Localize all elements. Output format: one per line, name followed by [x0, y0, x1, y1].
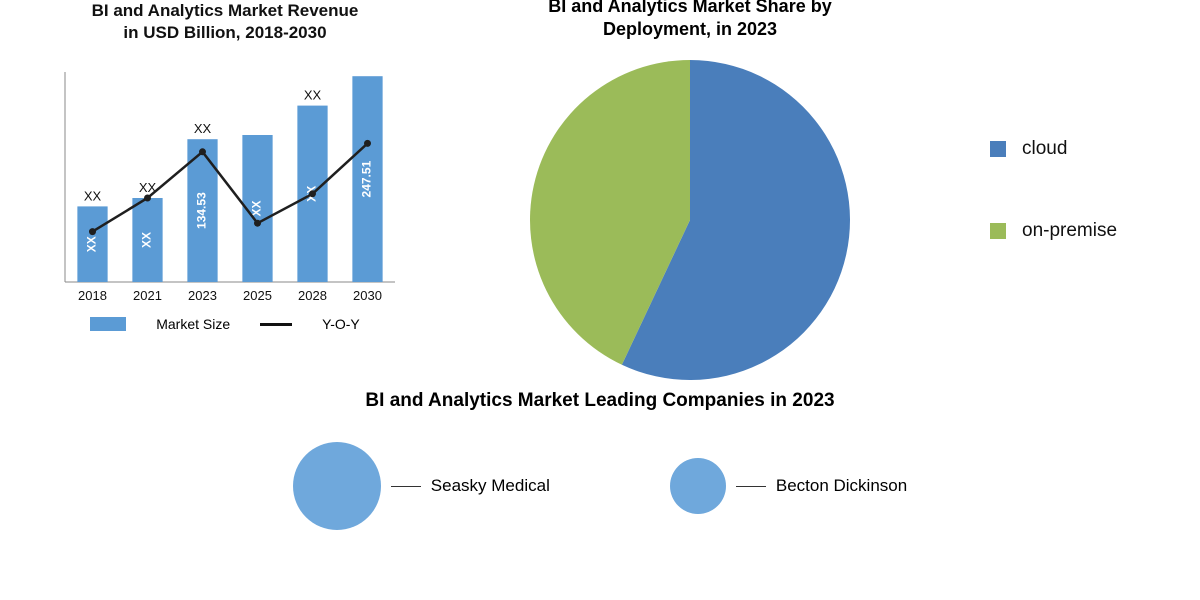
pie-chart-title: BI and Analytics Market Share by Deploym… [430, 0, 950, 41]
bubble-label: Becton Dickinson [776, 476, 907, 496]
pie-legend-label: on-premise [1022, 220, 1117, 242]
pie-legend-item: cloud [990, 138, 1117, 160]
bubble-row: Seasky Medical Becton Dickinson [0, 442, 1200, 530]
line-legend-label: Y-O-Y [322, 316, 360, 332]
svg-text:134.53: 134.53 [195, 192, 209, 229]
bubble-leader-line [391, 486, 421, 487]
bar-chart-title: BI and Analytics Market Revenue in USD B… [92, 0, 359, 44]
bar-chart-legend: Market Size Y-O-Y [90, 316, 360, 332]
bar-chart-panel: BI and Analytics Market Revenue in USD B… [0, 0, 420, 380]
svg-text:2018: 2018 [78, 288, 107, 303]
pie-legend-item: on-premise [990, 220, 1117, 242]
pie-legend-swatch [990, 141, 1006, 157]
bar-legend-swatch [90, 317, 126, 331]
bubble-leader-line [736, 486, 766, 487]
bubble-label: Seasky Medical [431, 476, 550, 496]
pie-chart [500, 45, 880, 385]
bubble-item: Seasky Medical [293, 442, 550, 530]
pie-chart-panel: BI and Analytics Market Share by Deploym… [420, 0, 1200, 380]
pie-legend-label: cloud [1022, 138, 1067, 160]
svg-text:2025: 2025 [243, 288, 272, 303]
svg-text:XX: XX [84, 189, 102, 204]
bubble-section: BI and Analytics Market Leading Companie… [0, 390, 1200, 530]
svg-text:2028: 2028 [298, 288, 327, 303]
pie-legend-swatch [990, 223, 1006, 239]
line-legend-swatch [260, 323, 292, 326]
svg-text:2021: 2021 [133, 288, 162, 303]
svg-text:2023: 2023 [188, 288, 217, 303]
svg-text:XX: XX [140, 232, 154, 248]
bubble-circle [670, 458, 726, 514]
bar-legend-label: Market Size [156, 316, 230, 332]
pie-chart-legend: cloud on-premise [990, 138, 1117, 242]
svg-text:2030: 2030 [353, 288, 382, 303]
svg-text:XX: XX [194, 121, 212, 136]
svg-text:XX: XX [304, 88, 322, 103]
bubble-title: BI and Analytics Market Leading Companie… [0, 390, 1200, 412]
svg-text:247.51: 247.51 [360, 161, 374, 198]
bubble-item: Becton Dickinson [670, 458, 907, 514]
bubble-circle [293, 442, 381, 530]
bar-chart: XXXX2018XXXX2021134.53XX2023XX2025XXXX20… [45, 52, 405, 312]
svg-text:XX: XX [85, 236, 99, 252]
